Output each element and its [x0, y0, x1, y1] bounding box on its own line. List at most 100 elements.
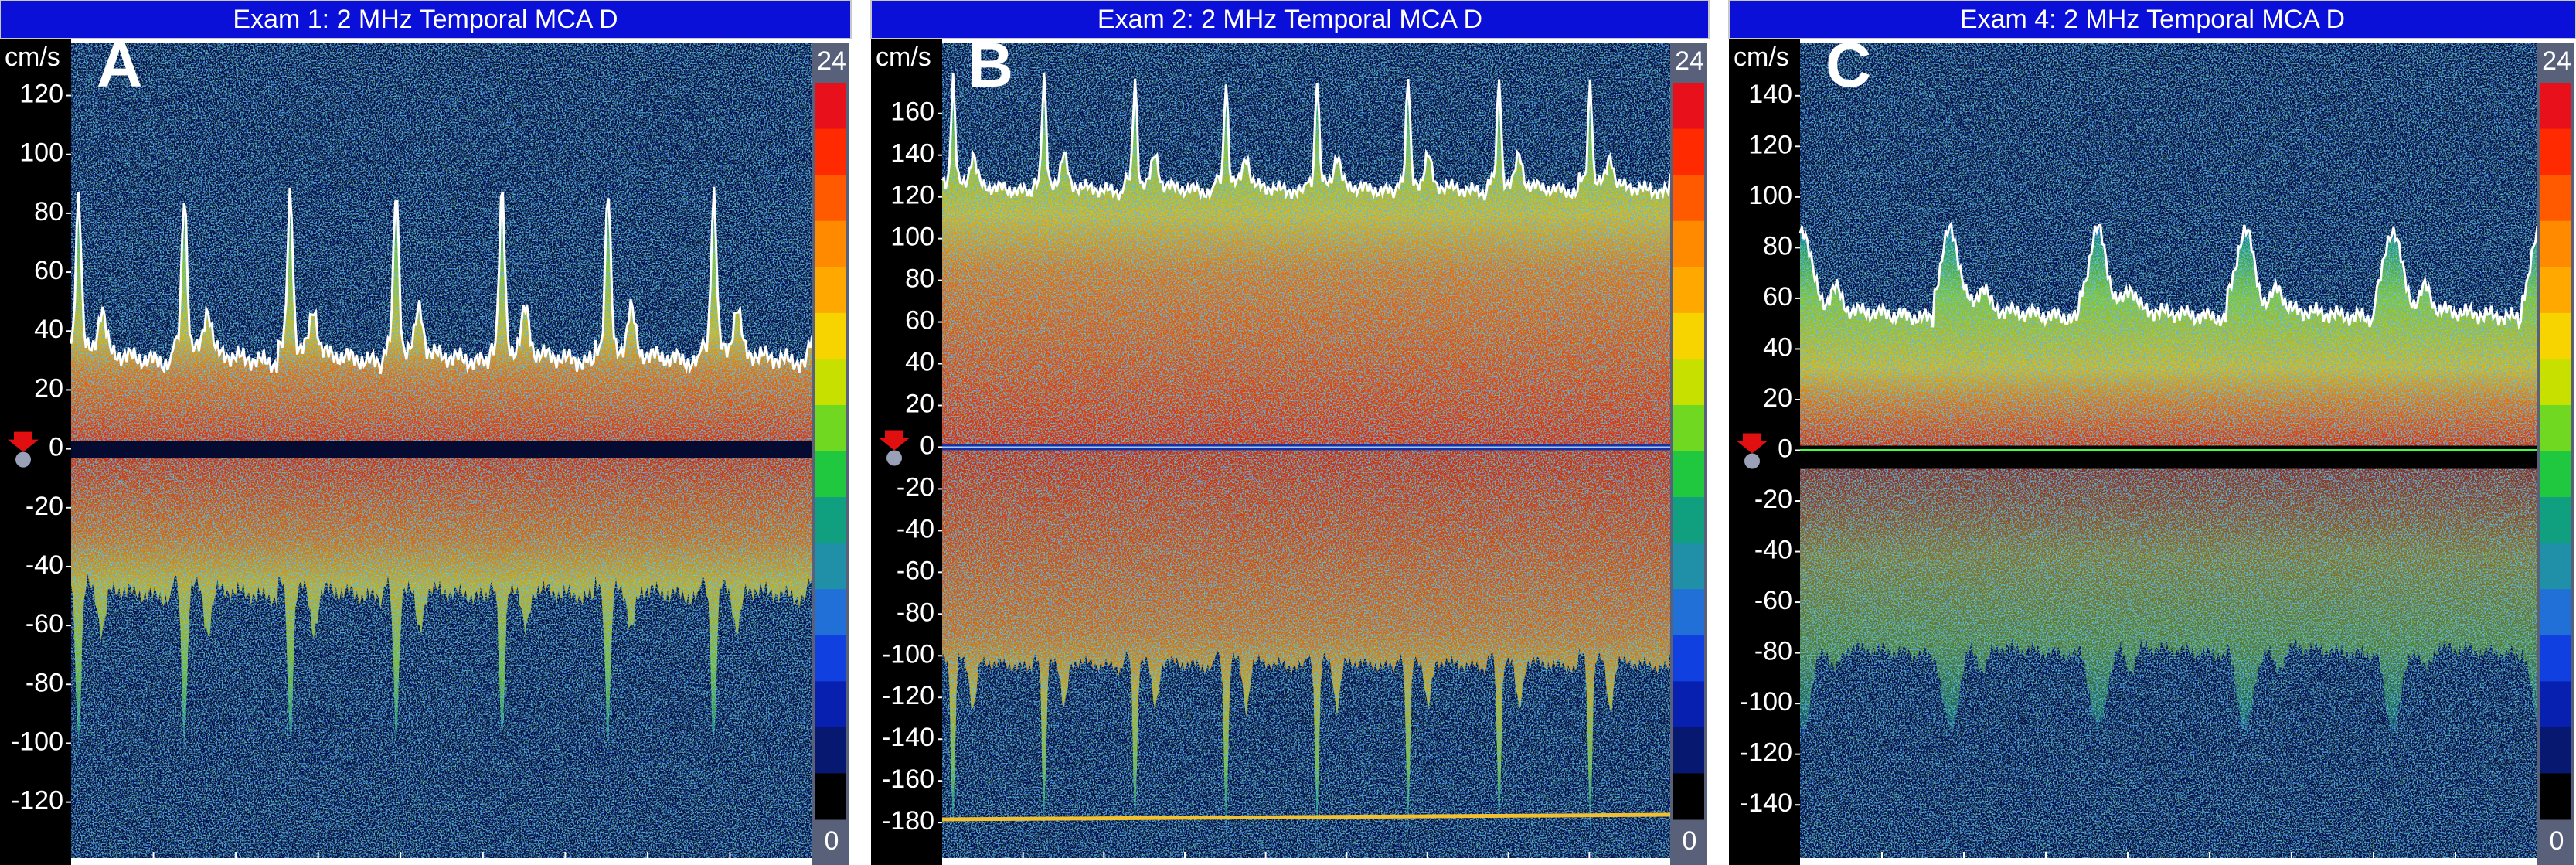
colorbar-segment	[1673, 83, 1704, 130]
y-tick-label: 0	[920, 431, 934, 460]
colorbar-max: 24	[2542, 46, 2571, 76]
y-tick-label: 120	[1748, 130, 1792, 159]
colorbar-segment	[815, 589, 846, 636]
panel-header	[870, 0, 1710, 39]
y-tick-label: 40	[905, 348, 934, 377]
colorbar-segment	[815, 497, 846, 544]
colorbar-segment	[1673, 589, 1704, 636]
colorbar-segment	[815, 175, 846, 222]
colorbar-segment	[1673, 635, 1704, 682]
colorbar-min: 0	[1683, 826, 1697, 856]
colorbar-segment	[2540, 404, 2571, 451]
colorbar-segment	[2540, 312, 2571, 359]
y-tick-label: -120	[1740, 738, 1792, 768]
y-tick-label: -60	[26, 609, 63, 639]
y-tick-label: 0	[1778, 434, 1792, 463]
colorbar-segment	[2540, 681, 2571, 728]
axis-area	[871, 39, 942, 865]
baseline-marker	[941, 812, 1671, 822]
panel-title: Exam 2: 2 MHz Temporal MCA D	[1097, 5, 1482, 34]
panel: Exam 2: 2 MHz Temporal MCA D cm/s B 160 140 1…	[870, 0, 1710, 865]
colorbar-segment	[815, 83, 846, 130]
colorbar-segment	[2540, 451, 2571, 498]
colorbar-segment	[2540, 175, 2571, 222]
y-tick-label: 80	[34, 197, 63, 226]
panel-header	[0, 0, 852, 39]
colorbar-segment	[1673, 267, 1704, 314]
probe-icon	[886, 450, 902, 466]
colorbar-segment	[815, 312, 846, 359]
colorbar-segment	[815, 773, 846, 820]
colorbar-segment	[1673, 543, 1704, 590]
y-tick-label: 120	[19, 80, 63, 109]
y-tick-label: 20	[34, 373, 63, 403]
colorbar-segment	[2540, 267, 2571, 314]
zero-band	[71, 441, 812, 458]
probe-icon	[1744, 453, 1760, 469]
colorbar-segment	[815, 359, 846, 406]
colorbar-segment	[2540, 773, 2571, 820]
colorbar-segment	[2540, 589, 2571, 636]
colorbar-segment	[1673, 727, 1704, 774]
probe-arrow	[8, 431, 39, 452]
y-tick-label: -140	[1740, 788, 1792, 818]
y-tick-label: -60	[1754, 586, 1792, 615]
panel-letter: B	[968, 30, 1013, 100]
y-tick-label: 60	[905, 306, 934, 335]
colorbar-segment	[2540, 727, 2571, 774]
colorbar-min: 0	[2550, 826, 2564, 856]
axis-area	[0, 39, 71, 865]
unit-label: cm/s	[876, 43, 931, 72]
y-tick-label: -120	[882, 681, 934, 710]
envelope	[941, 72, 1672, 201]
y-tick-label: -80	[26, 668, 63, 697]
panel-letter: A	[97, 30, 142, 100]
colorbar-segment	[815, 220, 846, 267]
colorbar-segment	[1673, 497, 1704, 544]
envelope	[1798, 220, 2539, 331]
y-tick-label: -60	[897, 556, 934, 585]
y-tick-label: 100	[890, 223, 934, 252]
probe-arrow	[1737, 433, 1768, 454]
colorbar-segment	[1673, 175, 1704, 222]
y-tick-label: -180	[882, 806, 934, 836]
colorbar-segment	[2540, 128, 2571, 175]
unit-label: cm/s	[5, 43, 60, 72]
y-tick-label: -20	[1754, 485, 1792, 514]
colorbar-segment	[1673, 404, 1704, 451]
colorbar-segment	[815, 727, 846, 774]
y-tick-label: -20	[897, 472, 934, 502]
colorbar-segment	[2540, 359, 2571, 406]
unit-label: cm/s	[1734, 43, 1789, 72]
y-tick-label: 60	[34, 256, 63, 285]
y-tick-label: 20	[1763, 383, 1792, 413]
colorbar-segment	[815, 681, 846, 728]
panel-letter: C	[1826, 30, 1871, 100]
y-tick-label: -40	[897, 514, 934, 543]
y-tick-label: -100	[11, 727, 63, 756]
y-tick-label: 140	[1748, 80, 1792, 109]
colorbar-segment	[815, 451, 846, 498]
y-tick-label: -40	[26, 550, 63, 580]
y-tick-label: -40	[1754, 536, 1792, 565]
colorbar-segment	[2540, 83, 2571, 130]
y-tick-label: 0	[49, 433, 63, 462]
y-tick-label: -80	[1754, 637, 1792, 666]
colorbar-segment	[1673, 128, 1704, 175]
colorbar-max: 24	[1675, 46, 1704, 76]
colorbar-segment	[1673, 681, 1704, 728]
envelope	[70, 186, 814, 375]
y-tick-label: -100	[1740, 687, 1792, 717]
colorbar-max: 24	[817, 46, 846, 76]
axis-area	[1729, 39, 1800, 865]
y-tick-label: -80	[897, 598, 934, 627]
colorbar-segment	[2540, 635, 2571, 682]
probe-icon	[15, 451, 31, 468]
y-tick-label: 40	[34, 315, 63, 344]
speckle	[942, 43, 1670, 858]
colorbar-segment	[1673, 312, 1704, 359]
colorbar-segment	[815, 128, 846, 175]
y-tick-label: 100	[19, 138, 63, 168]
colorbar-segment	[2540, 543, 2571, 590]
